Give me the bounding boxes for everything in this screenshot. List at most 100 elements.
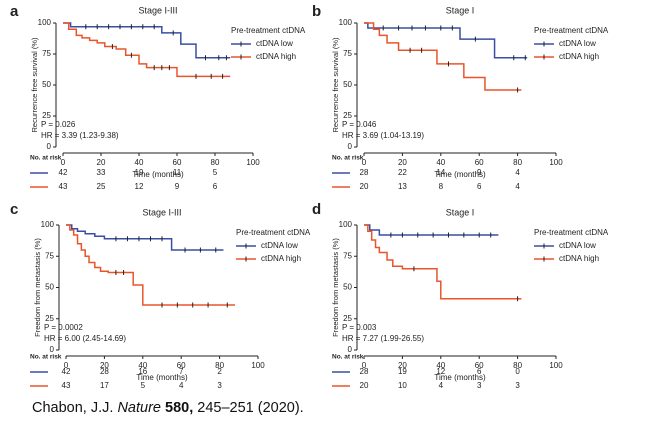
x-tick-label: 0 [362,361,367,370]
legend-label: ctDNA low [559,39,596,48]
annotation: HR = 6.00 (2.45-14.69) [44,334,126,343]
panel-label: b [312,3,321,20]
survival-curve [364,22,522,91]
x-tick-label: 40 [135,158,144,167]
risk-count: 19 [135,168,144,177]
x-tick-label: 40 [138,361,147,370]
x-tick-label: 80 [211,158,220,167]
panel-label: d [312,201,321,218]
annotation: P = 0.026 [41,120,76,129]
risk-count: 6 [213,182,218,191]
risk-count: 5 [213,168,218,177]
risk-count: 42 [59,168,68,177]
risk-table-title: No. at risk [30,155,62,162]
x-axis-label: Time (months) [132,170,184,179]
risk-count: 4 [439,381,444,390]
x-axis-label: Time (months) [434,373,486,382]
legend-title: Pre-treatment ctDNA [534,228,609,237]
citation-pages: 245–251 (2020). [197,400,303,416]
citation-journal: Nature [117,400,161,416]
risk-count: 20 [360,381,369,390]
x-tick-label: 60 [173,158,182,167]
survival-curve [364,224,522,300]
risk-count: 9 [175,182,180,191]
y-tick-label: 0 [348,345,353,354]
risk-count: 7 [179,367,184,376]
y-axis-label: Freedom from metastasis (%) [331,238,340,337]
annotation: HR = 7.27 (1.99-26.55) [342,334,424,343]
x-tick-label: 0 [64,361,69,370]
risk-count: 6 [477,182,482,191]
risk-count: 12 [436,367,445,376]
risk-table-title: No. at risk [30,354,62,361]
citation-volume: 580, [165,400,193,416]
survival-curve [364,22,528,59]
chart-title: Stage I [446,207,475,217]
legend-title: Pre-treatment ctDNA [231,26,306,35]
survival-curve [66,224,224,251]
risk-count: 0 [515,367,520,376]
y-tick-label: 100 [41,220,55,229]
x-tick-label: 60 [475,158,484,167]
risk-count: 13 [398,182,407,191]
legend-label: ctDNA high [256,52,296,61]
risk-count: 19 [398,367,407,376]
chart-title: Stage I-III [138,5,177,15]
x-tick-label: 20 [97,158,106,167]
annotation: P = 0.0002 [44,323,83,332]
legend-label: ctDNA low [261,241,298,250]
risk-count: 4 [515,168,520,177]
x-tick-label: 20 [100,361,109,370]
legend-title: Pre-treatment ctDNA [236,228,311,237]
risk-count: 22 [398,168,407,177]
y-tick-label: 0 [348,142,353,151]
annotation: HR = 3.39 (1.23-9.38) [41,131,119,140]
risk-count: 17 [100,381,109,390]
legend-label: ctDNA high [559,254,599,263]
risk-count: 3 [217,381,222,390]
y-tick-label: 0 [50,345,55,354]
annotation: P = 0.003 [342,323,377,332]
y-tick-label: 25 [343,314,352,323]
y-tick-label: 25 [45,314,54,323]
y-tick-label: 75 [45,251,54,260]
risk-count: 11 [173,168,182,177]
risk-count: 2 [217,367,222,376]
chart-title: Stage I [446,5,475,15]
x-tick-label: 100 [251,361,265,370]
risk-count: 4 [179,381,184,390]
risk-count: 4 [515,182,520,191]
risk-count: 28 [360,367,369,376]
risk-count: 3 [477,381,482,390]
y-tick-label: 100 [38,18,52,27]
risk-count: 5 [141,381,146,390]
x-tick-label: 0 [362,158,367,167]
x-axis-label: Time (months) [434,170,486,179]
risk-count: 14 [436,168,445,177]
y-axis-label: Recurrence free survival (%) [331,37,340,133]
y-tick-label: 75 [343,251,352,260]
legend-label: ctDNA low [559,241,596,250]
citation: Chabon, J.J. Nature 580, 245–251 (2020). [32,400,304,416]
risk-count: 16 [138,367,147,376]
risk-count: 12 [135,182,144,191]
x-tick-label: 100 [549,158,563,167]
survival-curve [364,224,499,236]
x-tick-label: 40 [436,158,445,167]
chart-title: Stage I-III [142,207,181,217]
annotation: HR = 3.69 (1.04-13.19) [342,131,424,140]
y-tick-label: 50 [343,283,352,292]
x-tick-label: 100 [246,158,260,167]
risk-table-title: No. at risk [332,155,364,162]
risk-count: 3 [515,381,520,390]
x-tick-label: 80 [215,361,224,370]
risk-count: 20 [360,182,369,191]
risk-count: 42 [62,367,71,376]
y-tick-label: 100 [339,220,353,229]
y-tick-label: 75 [343,49,352,58]
survival-curve [63,22,231,78]
x-tick-label: 20 [398,158,407,167]
panel-label: c [10,201,18,218]
x-tick-label: 20 [398,361,407,370]
risk-count: 43 [62,381,71,390]
